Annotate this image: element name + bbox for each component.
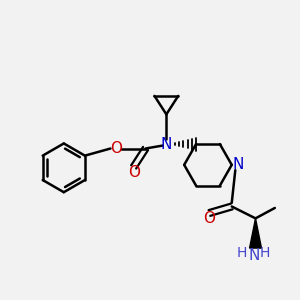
Text: O: O [128,165,140,180]
Text: H: H [259,246,270,260]
Text: N: N [161,136,172,152]
Text: N: N [248,248,260,263]
Text: O: O [203,211,215,226]
Text: N: N [232,158,244,172]
Text: H: H [237,246,247,260]
Text: O: O [110,141,122,156]
Polygon shape [250,218,262,248]
